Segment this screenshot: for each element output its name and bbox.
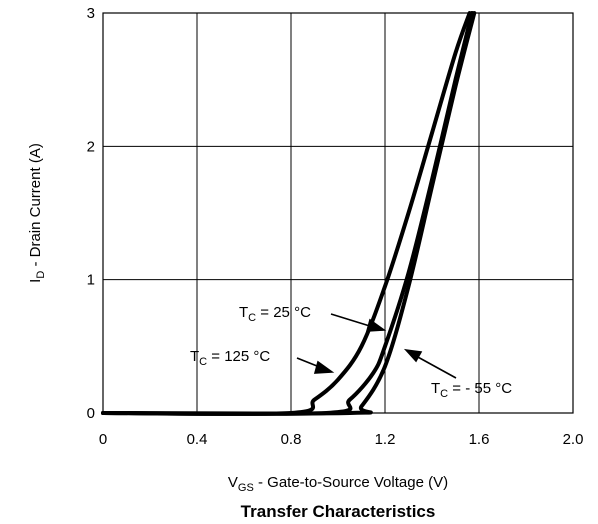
- x-axis-label: VGS - Gate-to-Source Voltage (V): [228, 474, 448, 494]
- arrow-25c-head: [365, 318, 387, 332]
- tick-labels: 0 0.4 0.8 1.2 1.6 2.0 0 1 2 3: [87, 5, 584, 448]
- arrow-minus55c: [415, 355, 457, 379]
- y-tick-label: 0: [87, 405, 95, 422]
- x-tick-label: 1.6: [469, 431, 490, 448]
- annotation-tc-25: TC = 25 °C: [239, 304, 311, 324]
- y-tick-label: 2: [87, 138, 95, 155]
- x-tick-label: 0.4: [187, 431, 208, 448]
- chart-title: Transfer Characteristics: [241, 502, 436, 521]
- y-tick-label: 3: [87, 5, 95, 22]
- x-tick-label: 0.8: [281, 431, 302, 448]
- plot-frame: [102, 12, 574, 414]
- grid-lines: [103, 13, 573, 413]
- annotation-tc-minus55: TC = - 55 °C: [431, 380, 512, 400]
- annotation-tc-125: TC = 125 °C: [190, 348, 270, 368]
- x-tick-label: 1.2: [375, 431, 396, 448]
- arrow-125c-head: [313, 360, 335, 374]
- x-tick-label: 0: [99, 431, 107, 448]
- arrow-minus55c-head: [403, 348, 423, 363]
- y-tick-label: 1: [87, 272, 95, 289]
- x-tick-label: 2.0: [563, 431, 584, 448]
- y-axis-label: ID - Drain Current (A): [27, 143, 47, 283]
- arrow-25c: [330, 313, 374, 328]
- annotation-arrows: [296, 313, 457, 379]
